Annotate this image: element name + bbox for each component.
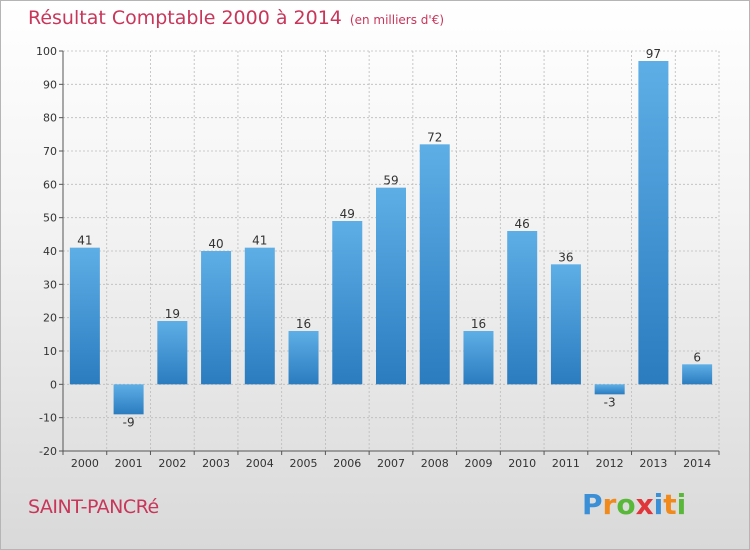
chart-title: Résultat Comptable 2000 à 2014 (en millie… [28, 7, 445, 29]
category-label: 2003 [202, 457, 230, 470]
value-label: 16 [296, 317, 311, 331]
y-tick-label: 30 [43, 278, 57, 291]
bar-2007 [376, 187, 406, 385]
value-label: -3 [604, 395, 616, 409]
y-tick-label: -20 [39, 445, 57, 458]
category-label: 2005 [290, 457, 318, 470]
value-label: 97 [646, 47, 661, 61]
bar-2006 [332, 221, 363, 385]
bar-2002 [157, 321, 188, 385]
category-label: 2008 [421, 457, 449, 470]
value-label: 46 [515, 217, 530, 231]
bar-2011 [550, 264, 581, 385]
bar-2012 [594, 384, 625, 395]
category-label: 2012 [596, 457, 624, 470]
category-label: 2002 [158, 457, 186, 470]
y-tick-label: 10 [43, 345, 57, 358]
bar-2008 [419, 144, 450, 385]
y-tick-label: 70 [43, 145, 57, 158]
value-label: 72 [427, 130, 442, 144]
axes [59, 50, 720, 455]
y-tick-label: 90 [43, 78, 57, 91]
category-label: 2000 [71, 457, 99, 470]
y-tick-label: 50 [43, 212, 57, 225]
bar-2001 [113, 384, 144, 415]
value-label: 36 [558, 250, 573, 264]
bar-2005 [288, 331, 319, 385]
category-label: 2004 [246, 457, 274, 470]
category-label: 2011 [552, 457, 580, 470]
value-label: -9 [123, 415, 135, 429]
category-label: 2014 [683, 457, 711, 470]
category-label: 2001 [115, 457, 143, 470]
proxiti-logo[interactable]: Proxiti [582, 488, 687, 521]
value-label: 6 [693, 350, 701, 364]
value-label: 40 [208, 237, 223, 251]
category-label: 2006 [333, 457, 361, 470]
bar-2003 [201, 251, 232, 385]
y-tick-label: 20 [43, 312, 57, 325]
bar-2013 [638, 61, 669, 385]
category-label: 2013 [639, 457, 667, 470]
value-label: 41 [77, 234, 92, 248]
value-label: 59 [383, 174, 398, 188]
category-label: 2007 [377, 457, 405, 470]
commune-name: SAINT-PANCRé [28, 496, 159, 518]
y-tick-label: 80 [43, 112, 57, 125]
bar-2000 [69, 247, 100, 385]
value-label: 16 [471, 317, 486, 331]
value-label: 41 [252, 234, 267, 248]
bar-2009 [463, 331, 494, 385]
bar-2004 [244, 247, 275, 385]
y-tick-label: 60 [43, 178, 57, 191]
y-tick-label: 100 [36, 45, 57, 58]
labels: -20 -10 0 10 20 30 40 50 60 70 80 90 100 41 2000 -9 2001… [36, 45, 711, 470]
chart-subtitle: (en milliers d'€) [349, 13, 445, 27]
bar-2014 [682, 364, 713, 385]
value-label: 49 [340, 207, 355, 221]
y-tick-label: -10 [39, 412, 57, 425]
bar-2010 [507, 231, 538, 385]
y-tick-label: 0 [50, 378, 57, 391]
value-label: 19 [165, 307, 180, 321]
bars [69, 61, 713, 415]
category-label: 2009 [464, 457, 492, 470]
y-tick-label: 40 [43, 245, 57, 258]
category-label: 2010 [508, 457, 536, 470]
